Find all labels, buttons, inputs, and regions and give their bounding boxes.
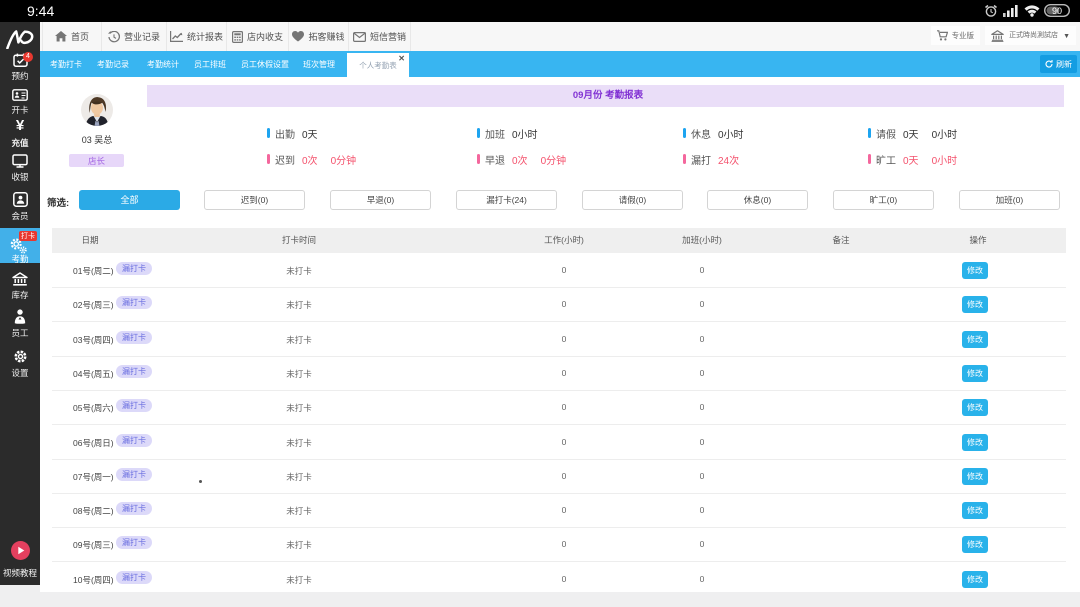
svg-text:90: 90 (1052, 6, 1062, 16)
